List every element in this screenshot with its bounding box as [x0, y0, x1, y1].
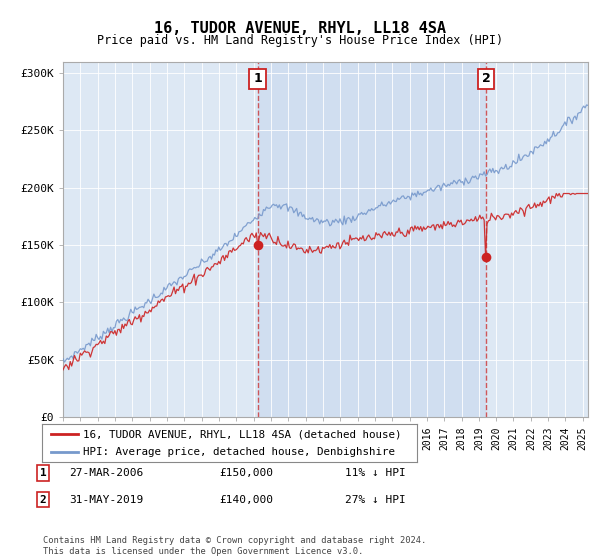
Text: 2: 2: [482, 72, 490, 85]
Text: Price paid vs. HM Land Registry's House Price Index (HPI): Price paid vs. HM Land Registry's House …: [97, 34, 503, 46]
Text: HPI: Average price, detached house, Denbighshire: HPI: Average price, detached house, Denb…: [83, 447, 395, 457]
Text: 31-MAY-2019: 31-MAY-2019: [69, 494, 143, 505]
Text: Contains HM Land Registry data © Crown copyright and database right 2024.
This d: Contains HM Land Registry data © Crown c…: [43, 536, 427, 556]
Text: 16, TUDOR AVENUE, RHYL, LL18 4SA (detached house): 16, TUDOR AVENUE, RHYL, LL18 4SA (detach…: [83, 429, 402, 439]
Text: 16, TUDOR AVENUE, RHYL, LL18 4SA: 16, TUDOR AVENUE, RHYL, LL18 4SA: [154, 21, 446, 36]
Text: 27% ↓ HPI: 27% ↓ HPI: [345, 494, 406, 505]
Text: 11% ↓ HPI: 11% ↓ HPI: [345, 468, 406, 478]
Text: 2: 2: [40, 494, 47, 505]
Text: £150,000: £150,000: [219, 468, 273, 478]
Text: 1: 1: [253, 72, 262, 85]
Bar: [257, 62, 486, 417]
Text: 27-MAR-2006: 27-MAR-2006: [69, 468, 143, 478]
Text: £140,000: £140,000: [219, 494, 273, 505]
Text: 1: 1: [40, 468, 47, 478]
